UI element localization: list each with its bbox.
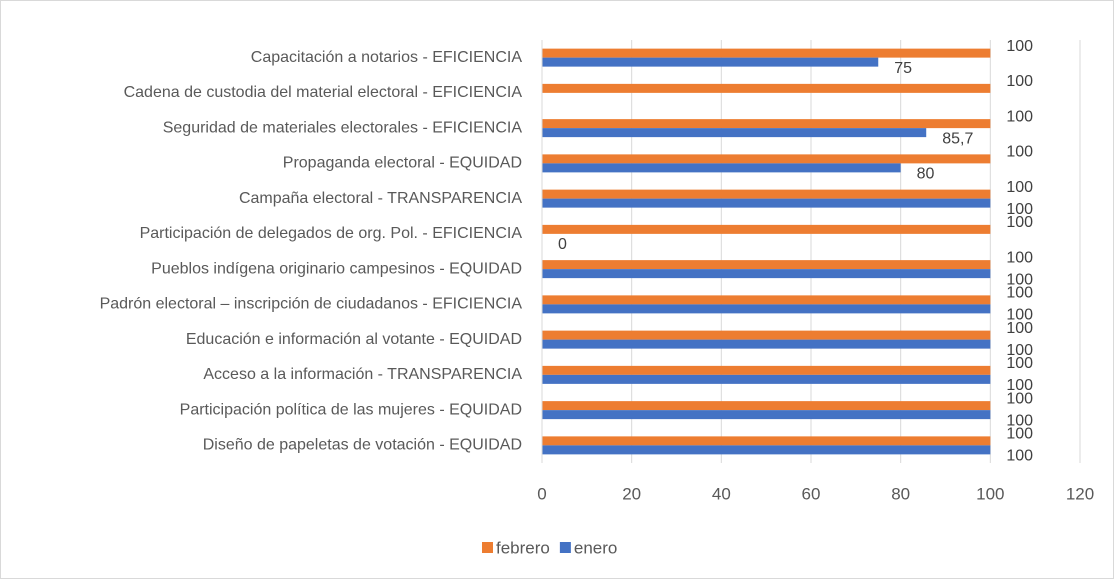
bar [542,436,991,446]
y-tick-label: Educación e información al votante - EQU… [186,331,522,348]
data-label: 100 [1006,201,1033,218]
bar [542,119,991,129]
data-label: 100 [1006,108,1033,125]
data-label: 80 [917,166,935,183]
bar [542,269,991,279]
y-tick-label: Participación política de las mujeres - … [180,401,522,418]
y-tick-label: Diseño de papeletas de votación - EQUIDA… [203,437,522,454]
data-label: 100 [1006,342,1033,359]
bar [542,330,991,340]
bar [542,260,991,270]
bar [542,163,901,173]
legend-swatch [559,542,571,553]
y-tick-label: Propaganda electoral - EQUIDAD [283,155,522,172]
x-tick-label: 100 [976,484,1004,503]
y-tick-label: Acceso a la información - TRANSPARENCIA [203,366,522,383]
data-label: 0 [558,236,567,253]
data-label: 100 [1006,144,1033,161]
bar [542,189,991,199]
y-tick-label: Capacitación a notarios - EFICIENCIA [251,49,523,66]
data-label: 100 [1006,73,1033,90]
bar [542,401,991,411]
legend-swatch [482,542,493,553]
data-label: 100 [1006,390,1033,407]
bar [542,365,991,375]
y-tick-label: Pueblos indígena originario campesinos -… [151,260,522,277]
data-label: 100 [1006,377,1033,394]
x-tick-label: 80 [891,484,910,503]
data-label: 100 [1006,285,1033,302]
data-label: 100 [1006,307,1033,324]
x-tick-label: 60 [802,484,821,503]
y-tick-label: Padrón electoral – inscripción de ciudad… [100,296,523,313]
data-label: 100 [1006,426,1033,443]
data-label: 100 [1006,179,1033,196]
bar [542,224,991,234]
data-label: 100 [1006,249,1033,266]
bar [542,295,991,305]
data-label: 100 [1006,38,1033,55]
y-tick-label: Seguridad de materiales electorales - EF… [163,119,523,136]
data-label: 100 [1006,320,1033,337]
y-tick-label: Cadena de custodia del material electora… [124,84,523,101]
bar [542,48,991,58]
bar [542,83,991,93]
data-label: 100 [1006,271,1033,288]
bar [542,445,991,455]
legend-label: enero [574,538,617,557]
y-tick-label: Participación de delegados de org. Pol. … [140,225,523,242]
data-label: 100 [1006,448,1033,465]
x-tick-label: 20 [622,484,641,503]
bar [542,304,991,314]
data-label: 100 [1006,412,1033,429]
bar [542,339,991,349]
data-label: 100 [1006,355,1033,372]
x-tick-label: 40 [712,484,731,503]
data-label: 85,7 [942,130,973,147]
bar [542,154,991,164]
bar [542,128,927,138]
bar [542,57,879,67]
x-tick-label: 120 [1066,484,1094,503]
bar [542,374,991,384]
y-tick-label: Campaña electoral - TRANSPARENCIA [239,190,522,207]
bar [542,198,991,208]
legend-label: febrero [496,538,550,557]
data-label: 100 [1006,214,1033,231]
x-tick-label: 0 [537,484,546,503]
bar [542,410,991,420]
data-label: 75 [894,60,912,77]
